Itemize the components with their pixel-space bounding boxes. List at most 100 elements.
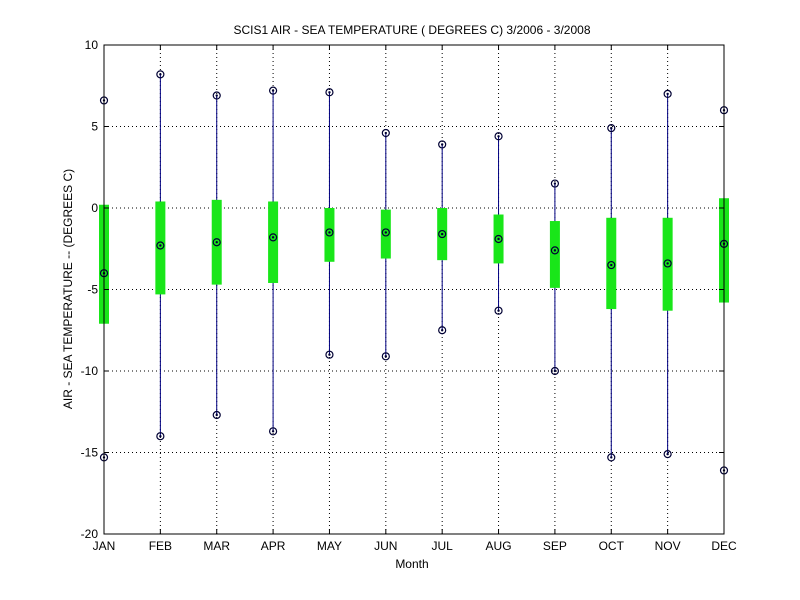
- min-marker: [268, 427, 278, 436]
- min-marker-dot: [666, 452, 669, 456]
- min-marker-ring: [325, 350, 334, 359]
- x-tick-label: DEC: [711, 539, 737, 553]
- median-marker-dot: [666, 262, 669, 265]
- median-marker: [212, 238, 221, 247]
- median-marker: [325, 228, 334, 237]
- max-marker: [268, 86, 278, 95]
- min-marker: [663, 450, 672, 459]
- min-marker: [607, 453, 616, 462]
- min-marker-dot: [328, 353, 331, 356]
- y-tick-label: 5: [91, 120, 98, 134]
- median-marker-dot: [553, 249, 557, 252]
- min-marker-dot: [159, 435, 162, 438]
- y-tick-label: -5: [87, 283, 98, 297]
- median-marker: [550, 246, 560, 255]
- min-marker-ring: [156, 432, 165, 441]
- max-marker: [212, 91, 221, 100]
- x-tick-label: JAN: [93, 539, 116, 553]
- iqr-box: [155, 201, 166, 295]
- min-marker-ring: [381, 352, 390, 361]
- min-marker-dot: [497, 309, 500, 312]
- y-tick-label: -15: [81, 446, 99, 460]
- min-marker-dot: [384, 355, 388, 358]
- min-marker-dot: [610, 456, 613, 459]
- max-marker-dot: [159, 73, 162, 76]
- x-tick-label: NOV: [655, 539, 681, 553]
- median-marker-ring: [325, 228, 334, 237]
- median-marker: [268, 233, 278, 242]
- x-tick-label: SEP: [543, 539, 567, 553]
- median-marker-ring: [212, 238, 221, 247]
- max-marker-ring: [607, 124, 616, 133]
- max-marker-dot: [497, 135, 500, 138]
- median-marker: [438, 229, 447, 239]
- max-marker-ring: [494, 132, 503, 141]
- median-marker-dot: [328, 231, 331, 234]
- chart-title: SCIS1 AIR - SEA TEMPERATURE ( DEGREES C)…: [233, 23, 590, 37]
- iqr-box: [268, 201, 279, 283]
- min-marker-ring: [550, 366, 560, 376]
- min-marker: [550, 366, 560, 376]
- median-marker: [156, 241, 165, 250]
- median-marker-ring: [156, 241, 165, 250]
- y-axis-ticks: -20 -15 -10 -5 0 5 10: [81, 38, 724, 541]
- min-marker: [438, 326, 447, 335]
- max-marker-dot: [271, 89, 275, 92]
- median-marker-dot: [610, 263, 613, 267]
- x-tick-label: APR: [261, 539, 286, 553]
- max-marker-dot: [666, 92, 669, 96]
- min-marker-ring: [663, 450, 672, 459]
- median-marker-ring: [381, 228, 390, 237]
- min-marker: [156, 432, 165, 441]
- max-marker: [663, 89, 672, 99]
- max-marker: [550, 179, 560, 188]
- data-layer: [99, 70, 729, 475]
- min-marker-dot: [440, 329, 444, 332]
- median-marker-ring: [663, 259, 672, 268]
- max-marker: [607, 124, 616, 133]
- max-marker-ring: [663, 89, 672, 99]
- iqr-box: [606, 217, 617, 310]
- median-marker: [663, 259, 672, 268]
- median-marker-dot: [384, 231, 388, 234]
- median-marker-ring: [438, 229, 447, 239]
- x-axis-ticks: JAN FEB MAR APR MAY JUN JUL AUG SEP OCT NOV DEC: [93, 45, 737, 553]
- max-marker-ring: [325, 88, 334, 97]
- min-marker-dot: [553, 369, 557, 373]
- max-marker-ring: [438, 140, 447, 149]
- max-marker: [325, 88, 334, 97]
- median-marker-ring: [550, 246, 560, 255]
- max-marker-ring: [268, 86, 278, 95]
- max-marker-ring: [156, 70, 165, 79]
- grid-lines: [104, 45, 724, 534]
- x-tick-label: JUN: [374, 539, 397, 553]
- median-marker-dot: [271, 236, 275, 239]
- y-axis-label: AIR - SEA TEMPERATURE -- (DEGREES C): [61, 169, 75, 409]
- y-tick-label: -10: [81, 364, 99, 378]
- min-marker: [494, 306, 503, 315]
- max-marker-dot: [610, 126, 613, 130]
- min-marker-ring: [438, 326, 447, 335]
- x-tick-label: MAR: [203, 539, 230, 553]
- min-marker: [212, 410, 221, 420]
- x-tick-label: JUL: [432, 539, 454, 553]
- x-tick-label: MAY: [317, 539, 342, 553]
- y-tick-label: 0: [91, 201, 98, 215]
- max-marker: [156, 70, 165, 79]
- x-tick-label: AUG: [486, 539, 512, 553]
- min-marker: [381, 352, 390, 361]
- max-marker-dot: [553, 182, 557, 185]
- median-marker-ring: [494, 234, 503, 244]
- min-marker-ring: [212, 410, 221, 420]
- max-marker-ring: [550, 179, 560, 188]
- median-marker-dot: [440, 232, 444, 236]
- min-marker-ring: [607, 453, 616, 462]
- min-marker-dot: [271, 430, 275, 433]
- min-marker-ring: [494, 306, 503, 315]
- x-tick-label: OCT: [599, 539, 625, 553]
- iqr-box: [380, 209, 391, 259]
- max-marker-dot: [328, 91, 331, 94]
- min-marker-ring: [268, 427, 278, 436]
